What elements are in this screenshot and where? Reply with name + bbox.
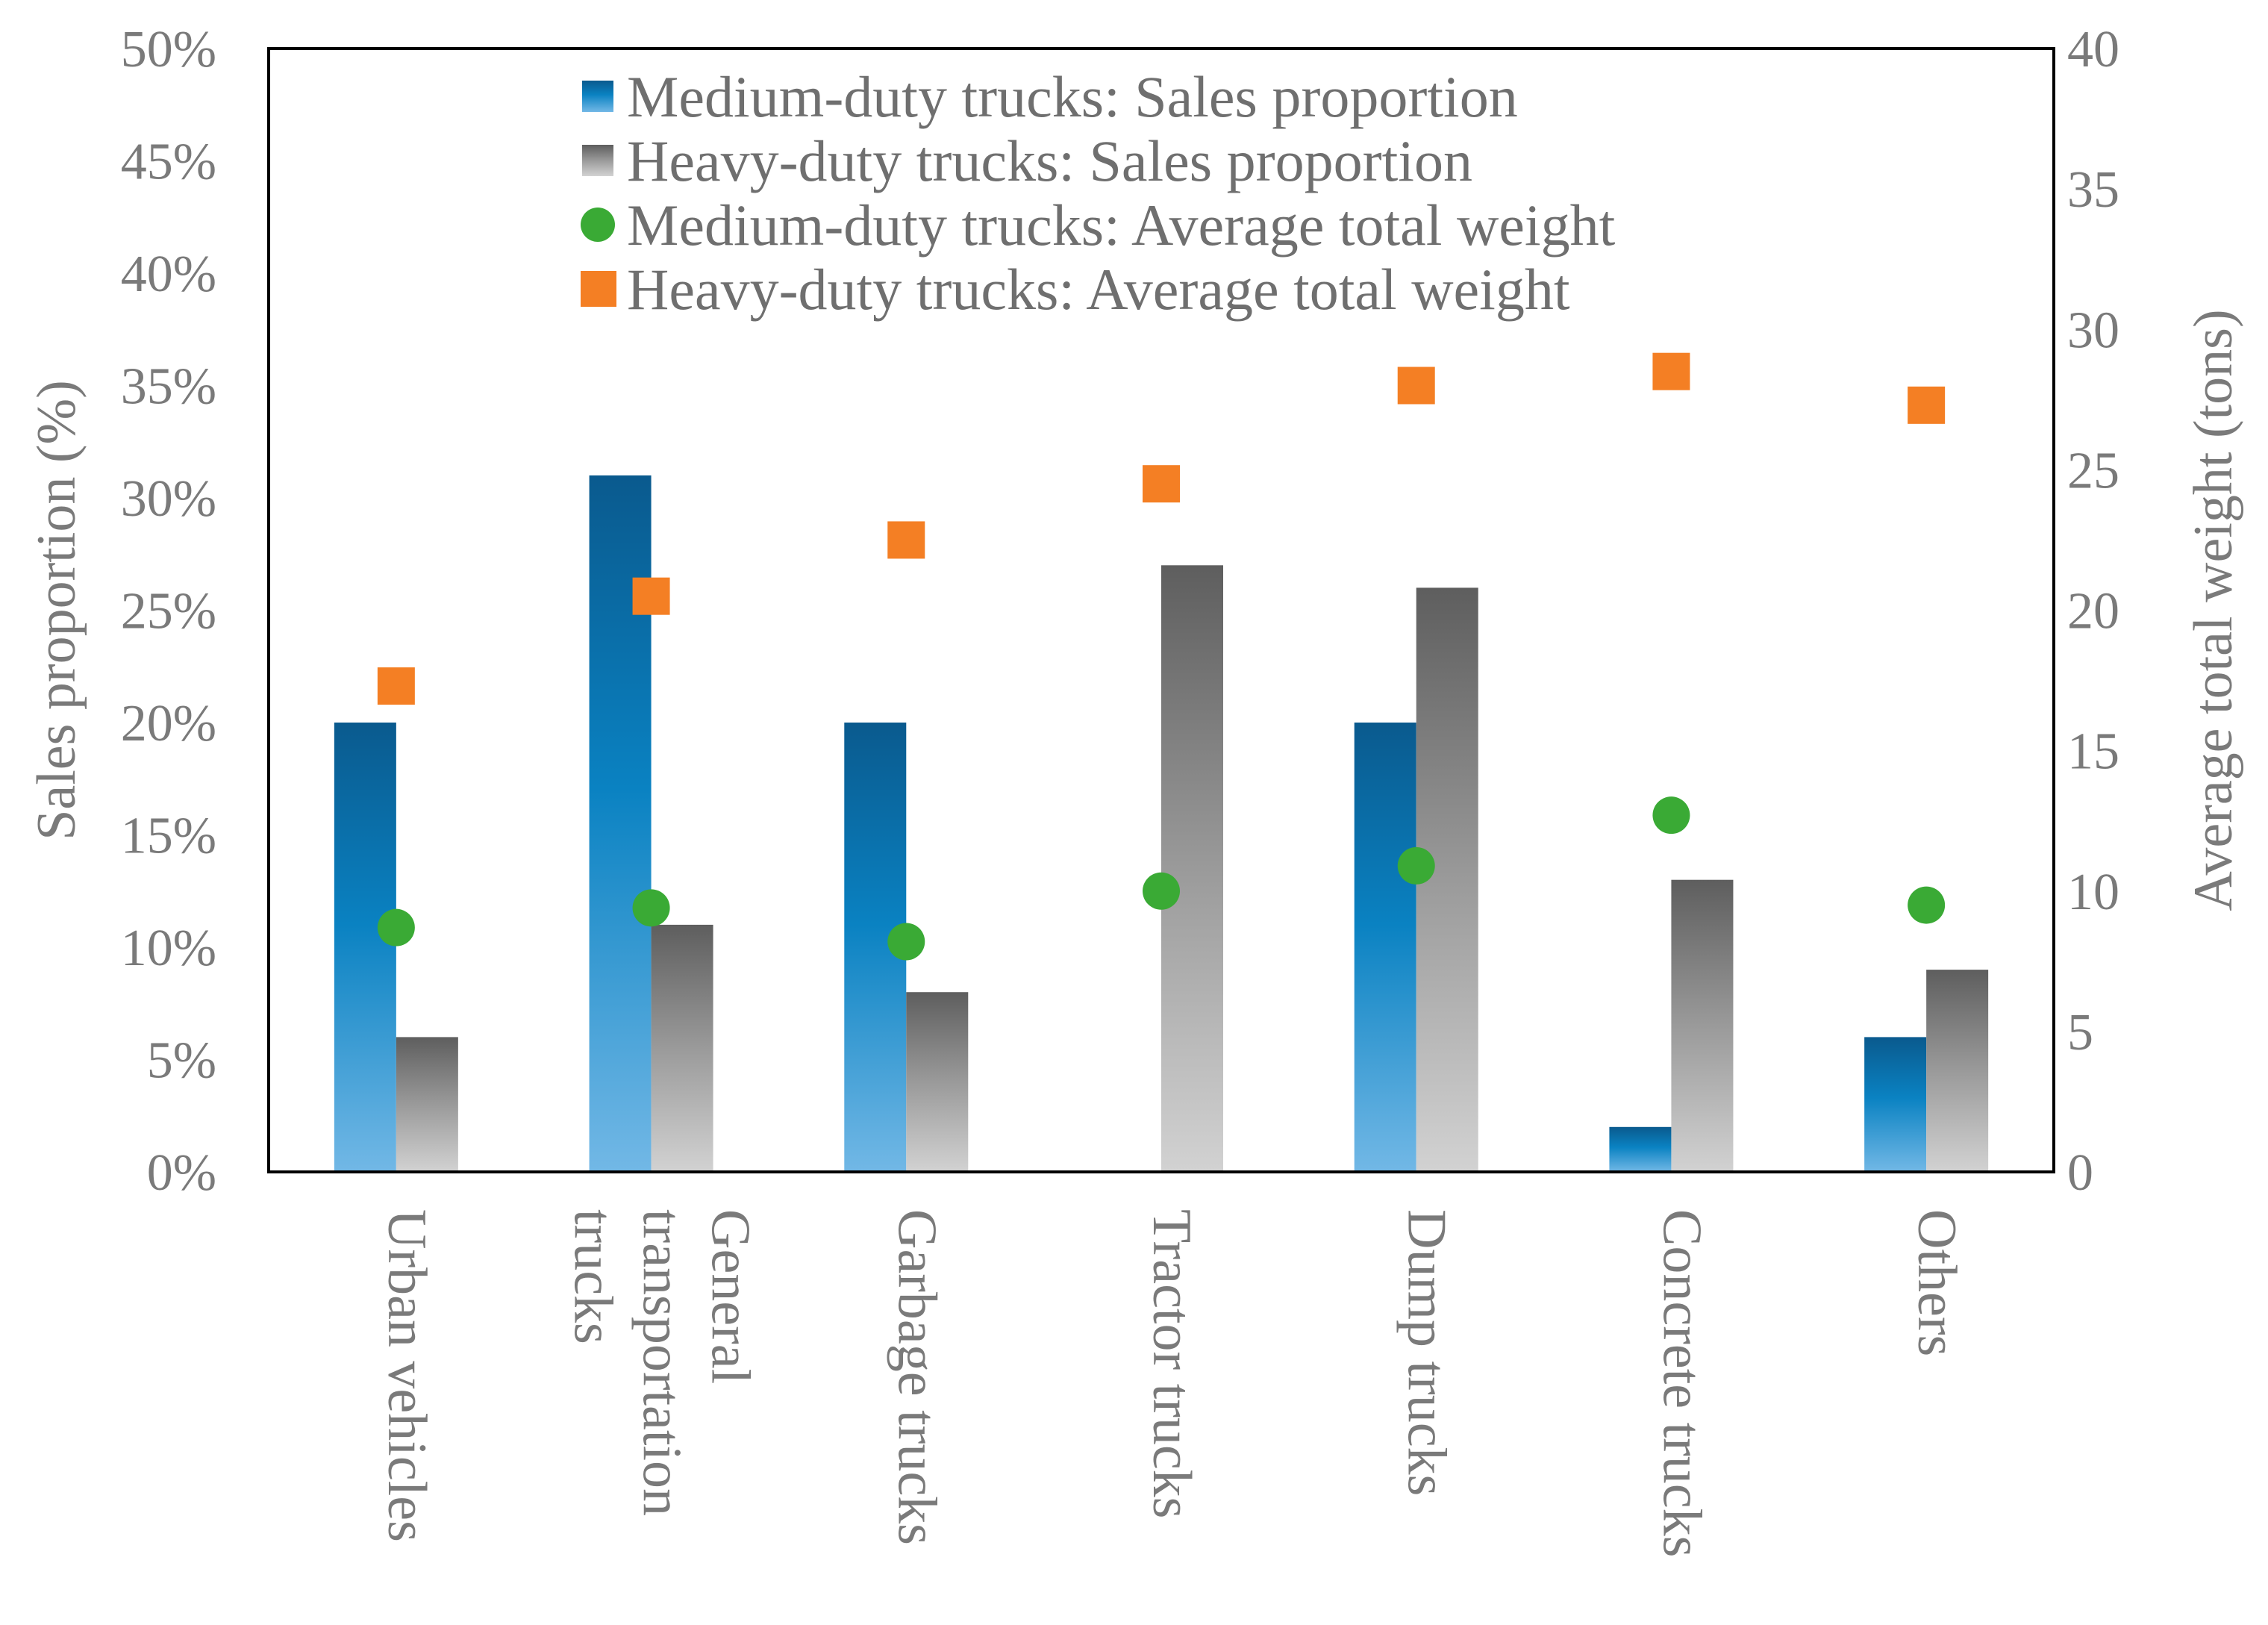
medium-duty-sales-bar bbox=[334, 723, 396, 1172]
y-tick-label: 20% bbox=[121, 695, 216, 752]
y-tick-label: 35% bbox=[121, 358, 216, 416]
legend-label: Heavy-duty trucks: Sales proportion bbox=[627, 128, 1472, 193]
y-tick-label: 50% bbox=[121, 21, 216, 78]
y-tick-label: 45% bbox=[121, 134, 216, 191]
x-tick-label: Urban vehicles bbox=[376, 1209, 437, 1542]
x-tick-label: Tractor trucks bbox=[1141, 1209, 1202, 1518]
heavy-duty-sales-bar bbox=[1161, 565, 1223, 1172]
legend-swatch-heavy-weight bbox=[581, 271, 616, 307]
x-tick-label: Others bbox=[1906, 1209, 1967, 1356]
y2-tick-label: 40 bbox=[2067, 21, 2119, 78]
legend-swatch-heavy-sales bbox=[582, 145, 613, 176]
y-tick-label: 30% bbox=[121, 470, 216, 528]
heavy-duty-weight-point bbox=[1908, 386, 1946, 424]
y2-tick-label: 30 bbox=[2067, 302, 2119, 359]
heavy-duty-sales-bar bbox=[396, 1037, 458, 1172]
medium-duty-weight-point bbox=[632, 889, 670, 927]
medium-duty-sales-bar bbox=[1864, 1037, 1927, 1172]
medium-duty-weight-point bbox=[377, 908, 415, 946]
x-tick-label: transportation bbox=[631, 1209, 693, 1516]
y-tick-label: 15% bbox=[121, 808, 216, 865]
y-tick-label: 0% bbox=[147, 1144, 216, 1202]
y-tick-label: 5% bbox=[147, 1032, 216, 1090]
heavy-duty-weight-point bbox=[1397, 367, 1435, 405]
axes: 0% 5% 10% 15% 20% 25% 30% 35% 40% 45% 50% 0 5 10 15 20 2… bbox=[26, 21, 2244, 1557]
y2-tick-label: 20 bbox=[2067, 583, 2119, 640]
x-tick-label: Garbage trucks bbox=[886, 1209, 947, 1545]
heavy-duty-weight-point bbox=[1652, 352, 1690, 390]
legend-swatch-medium-sales bbox=[582, 81, 613, 112]
y-tick-label: 40% bbox=[121, 246, 216, 303]
y-tick-label: 25% bbox=[121, 583, 216, 640]
y2-axis-title: Average total weight (tons) bbox=[2183, 309, 2244, 911]
y2-tick-label: 0 bbox=[2067, 1144, 2093, 1202]
medium-duty-sales-bar bbox=[1609, 1126, 1672, 1172]
medium-duty-weight-point bbox=[1397, 846, 1435, 885]
heavy-duty-weight-point bbox=[887, 521, 925, 559]
heavy-duty-sales-bar bbox=[906, 992, 969, 1172]
heavy-duty-sales-bar bbox=[651, 924, 713, 1172]
legend-label: Medium-duty trucks: Average total weight bbox=[627, 193, 1616, 258]
medium-duty-weight-point bbox=[887, 923, 925, 961]
medium-duty-sales-bar bbox=[1354, 723, 1416, 1172]
y-axis-title: Sales proportion (%) bbox=[26, 380, 87, 840]
y2-tick-label: 10 bbox=[2067, 864, 2119, 921]
y2-tick-label: 35 bbox=[2067, 161, 2119, 219]
medium-duty-weight-point bbox=[1143, 872, 1180, 910]
y-tick-label: 10% bbox=[121, 920, 216, 977]
x-tick-label: Dump trucks bbox=[1396, 1209, 1458, 1496]
y2-tick-label: 25 bbox=[2067, 442, 2119, 499]
heavy-duty-weight-point bbox=[632, 577, 670, 615]
medium-duty-weight-point bbox=[1908, 886, 1946, 924]
legend-swatch-medium-weight bbox=[581, 208, 615, 242]
heavy-duty-weight-point bbox=[1143, 465, 1180, 503]
x-tick-label: General bbox=[700, 1209, 761, 1384]
heavy-duty-sales-bar bbox=[1926, 970, 1989, 1172]
heavy-duty-sales-bar bbox=[1671, 879, 1734, 1172]
heavy-duty-weight-point bbox=[377, 667, 415, 705]
x-tick-label: trucks bbox=[563, 1209, 624, 1344]
plot-area bbox=[334, 352, 1989, 1172]
medium-duty-weight-point bbox=[1652, 796, 1690, 835]
legend-label: Heavy-duty trucks: Average total weight bbox=[627, 257, 1570, 322]
legend-label: Medium-duty trucks: Sales proportion bbox=[627, 64, 1518, 129]
plot-frame bbox=[267, 47, 2055, 1173]
y2-tick-label: 15 bbox=[2067, 723, 2119, 781]
y2-tick-label: 5 bbox=[2067, 1004, 2093, 1061]
x-tick-label: Concrete trucks bbox=[1651, 1209, 1712, 1557]
legend: Medium-duty trucks: Sales proportionHeav… bbox=[581, 64, 1616, 322]
